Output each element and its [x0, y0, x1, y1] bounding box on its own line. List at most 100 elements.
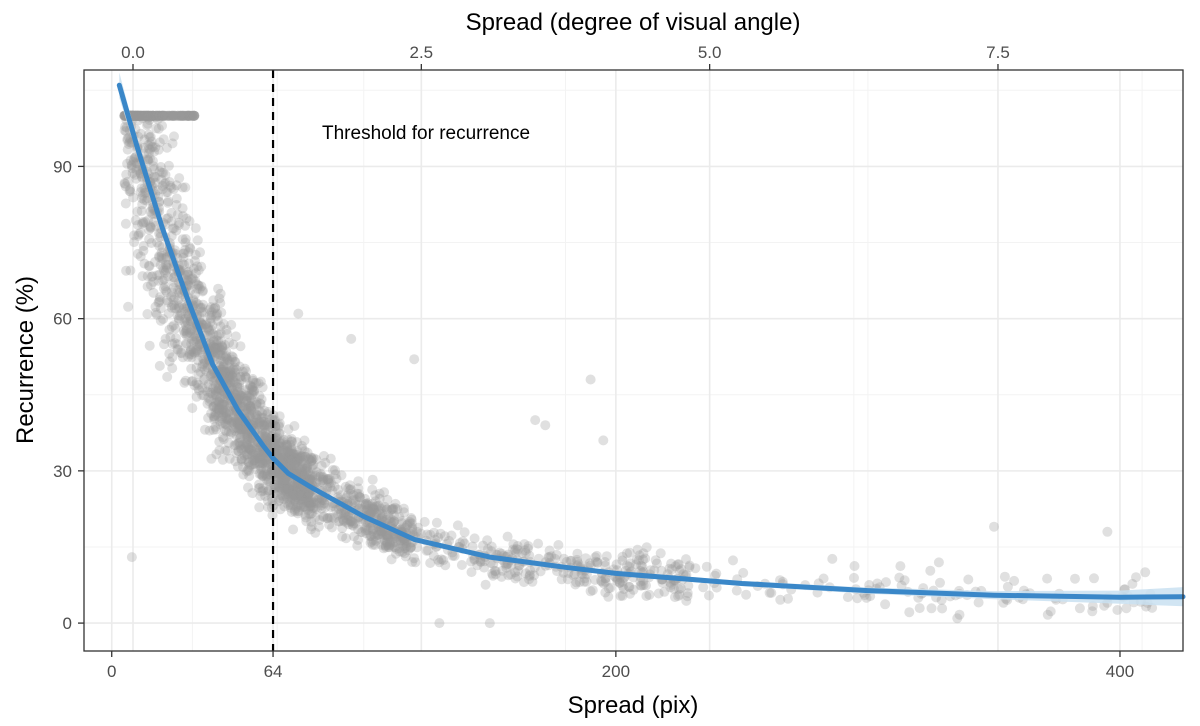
- scatter-point: [381, 530, 392, 541]
- scatter-point: [246, 405, 257, 416]
- scatter-point: [287, 482, 298, 493]
- scatter-point: [275, 483, 286, 494]
- scatter-point: [170, 110, 181, 121]
- scatter-point: [446, 530, 457, 541]
- scatter-point: [670, 592, 680, 603]
- scatter-point: [310, 470, 321, 481]
- scatter-point: [161, 251, 172, 262]
- scatter-point: [323, 478, 334, 488]
- scatter-point: [129, 110, 140, 121]
- scatter-point: [377, 512, 388, 523]
- scatter-point: [655, 548, 666, 559]
- scatter-point: [122, 133, 133, 144]
- scatter-point: [143, 110, 154, 121]
- scatter-point: [422, 529, 433, 540]
- scatter-point: [362, 500, 373, 510]
- scatter-point: [487, 568, 498, 579]
- scatter-point: [366, 507, 377, 518]
- scatter-point: [614, 577, 625, 588]
- scatter-point: [288, 452, 299, 463]
- scatter-point: [213, 336, 223, 346]
- scatter-point: [356, 527, 367, 538]
- scatter-point: [1074, 603, 1085, 614]
- scatter-point: [343, 519, 354, 530]
- scatter-point: [229, 416, 240, 427]
- scatter-point: [524, 550, 535, 561]
- scatter-point: [171, 303, 182, 314]
- scatter-point: [184, 110, 195, 121]
- scatter-point: [160, 333, 171, 344]
- scatter-point: [267, 413, 278, 424]
- scatter-point: [232, 381, 243, 392]
- scatter-point: [153, 110, 164, 121]
- scatter-point: [267, 468, 278, 479]
- scatter-point: [274, 428, 285, 439]
- scatter-point: [145, 206, 156, 217]
- scatter-point: [475, 556, 486, 567]
- scatter-point: [168, 184, 179, 195]
- scatter-point: [192, 283, 203, 294]
- scatter-point: [275, 472, 286, 483]
- scatter-point: [185, 327, 196, 338]
- scatter-point: [184, 348, 195, 358]
- scatter-point: [160, 281, 171, 292]
- scatter-point: [282, 493, 293, 504]
- scatter-point: [250, 409, 261, 420]
- scatter-point: [674, 589, 685, 600]
- scatter-point: [232, 417, 243, 428]
- scatter-point: [177, 110, 188, 121]
- scatter-point: [226, 354, 237, 365]
- scatter-point: [188, 110, 199, 121]
- scatter-point: [227, 368, 238, 379]
- scatter-point: [284, 452, 295, 463]
- scatter-point: [164, 110, 175, 121]
- scatter-point: [296, 467, 307, 478]
- scatter-point: [301, 464, 312, 474]
- scatter-point: [392, 504, 403, 515]
- scatter-point: [581, 576, 592, 587]
- scatter-point: [280, 476, 291, 487]
- scatter-point: [425, 529, 436, 540]
- scatter-point: [675, 583, 686, 594]
- scatter-point: [187, 376, 198, 387]
- scatter-point: [223, 371, 233, 382]
- scatter-point: [263, 476, 274, 487]
- scatter-point: [213, 348, 224, 359]
- scatter-point: [287, 453, 298, 464]
- scatter-point: [258, 420, 269, 431]
- scatter-point: [222, 420, 233, 431]
- scatter-point: [224, 413, 234, 424]
- scatter-point: [391, 543, 402, 554]
- scatter-point: [404, 518, 415, 529]
- scatter-point: [120, 218, 131, 229]
- scatter-point: [254, 458, 265, 469]
- scatter-point: [254, 417, 265, 428]
- scatter-point: [240, 372, 251, 383]
- scatter-point: [291, 459, 302, 470]
- scatter-point: [622, 548, 632, 559]
- scatter-point: [276, 490, 287, 501]
- scatter-point: [289, 455, 300, 466]
- scatter-point: [289, 489, 300, 500]
- scatter-point: [131, 110, 142, 121]
- scatter-point: [278, 435, 289, 445]
- scatter-point: [295, 451, 306, 461]
- scatter-point: [132, 248, 143, 259]
- scatter-point: [225, 377, 236, 388]
- scatter-point: [292, 446, 303, 457]
- scatter-point: [479, 562, 490, 573]
- scatter-point: [162, 197, 173, 208]
- scatter-point: [207, 401, 218, 412]
- scatter-point: [262, 469, 273, 480]
- scatter-point: [143, 110, 154, 121]
- scatter-point: [247, 450, 258, 461]
- scatter-point: [188, 263, 199, 274]
- scatter-point: [345, 489, 356, 499]
- scatter-point: [230, 377, 241, 388]
- scatter-point: [157, 110, 168, 121]
- scatter-point: [218, 366, 229, 377]
- scatter-point: [289, 490, 300, 501]
- scatter-point: [153, 297, 164, 308]
- scatter-point: [282, 441, 293, 452]
- scatter-point: [653, 588, 664, 599]
